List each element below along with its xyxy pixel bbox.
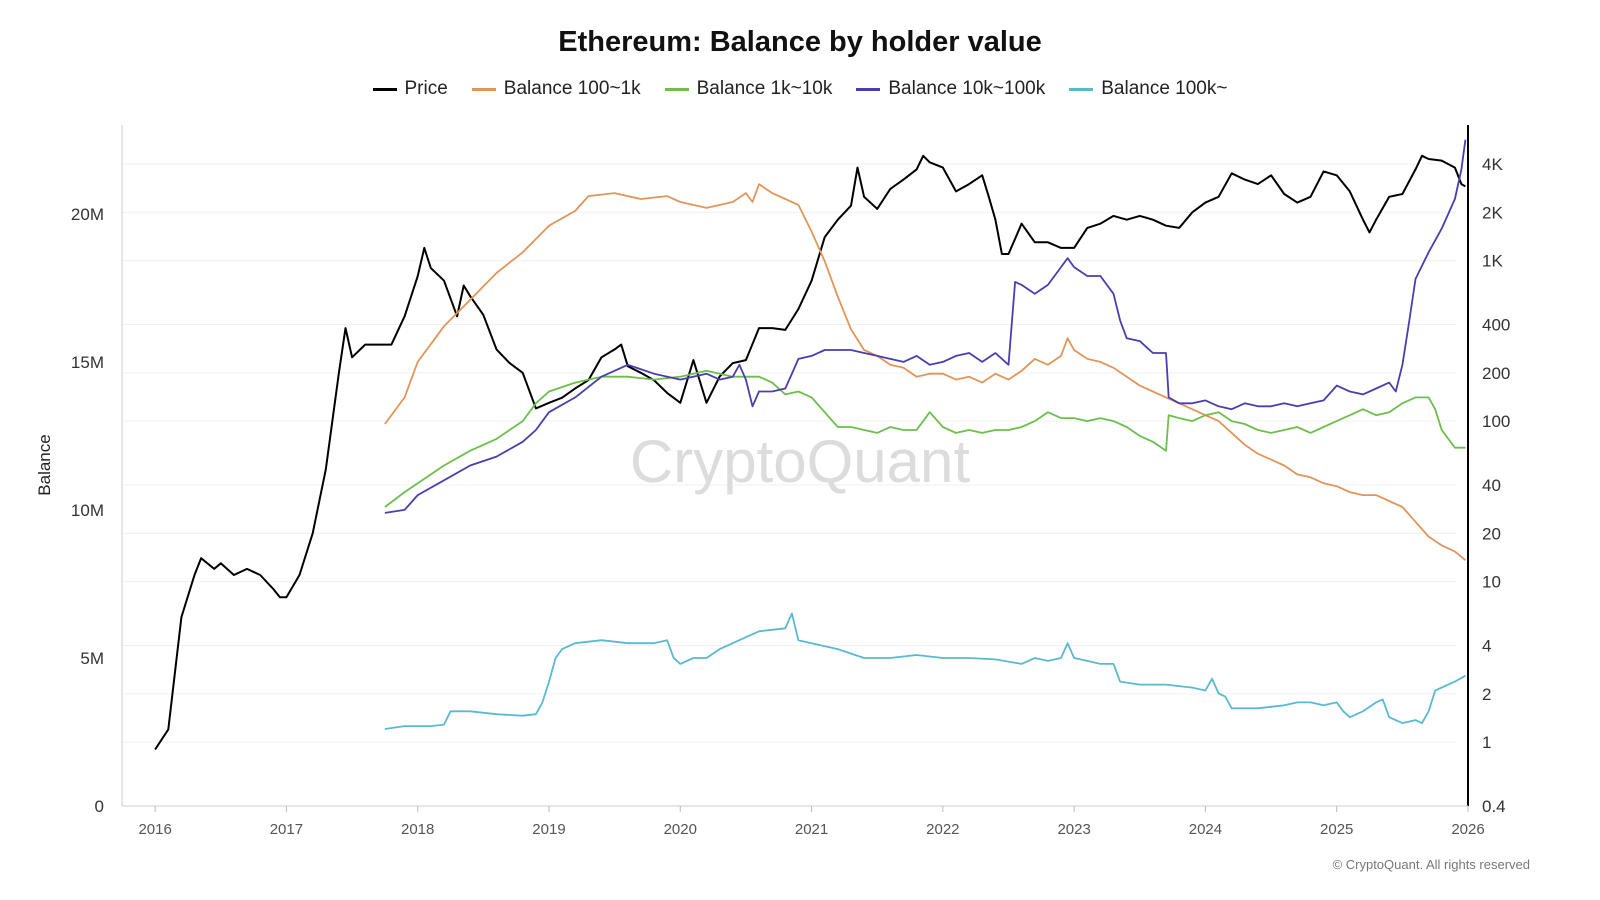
y-left-tick-label: 20M xyxy=(71,205,104,224)
series-line-balance-10k-100k xyxy=(384,139,1467,514)
y-left-tick-label: 5M xyxy=(80,649,104,668)
axis-ticks: 0.4 1 2 4 10 20 40 100 200 400 1K 2K 4K 0 5M 10M 15M 20M 2… xyxy=(71,155,1510,838)
legend-item-balance-10k-100k[interactable]: Balance 10k~100k xyxy=(856,78,1045,100)
series-line-balance-100-1k xyxy=(384,183,1466,561)
y-right-tick-label: 4K xyxy=(1482,155,1503,174)
y-right-tick-label: 0.4 xyxy=(1482,797,1506,816)
series-line-price xyxy=(154,154,1466,751)
legend-item-balance-1k-10k[interactable]: Balance 1k~10k xyxy=(664,78,833,100)
y-right-tick-label: 100 xyxy=(1482,412,1510,431)
legend-swatch-balance-100-1k xyxy=(471,87,496,91)
chart-title: Ethereum: Balance by holder value xyxy=(558,26,1042,58)
x-tick-label: 2024 xyxy=(1189,821,1222,838)
series-lines xyxy=(154,139,1467,751)
legend-swatch-balance-1k-10k xyxy=(664,87,689,91)
x-tick-label: 2018 xyxy=(401,821,434,838)
legend-swatch-balance-100k xyxy=(1069,87,1094,91)
y-left-tick-label: 15M xyxy=(71,353,104,372)
y-right-tick-label: 200 xyxy=(1482,364,1510,383)
legend-label-balance-10k-100k: Balance 10k~100k xyxy=(888,78,1046,99)
y-axis-label: Balance xyxy=(35,434,54,495)
copyright-notice: © CryptoQuant. All rights reserved xyxy=(1332,857,1530,872)
x-tick-label: 2021 xyxy=(795,821,828,838)
y-right-tick-label: 1 xyxy=(1482,733,1491,752)
legend-item-price[interactable]: Price xyxy=(372,78,448,100)
y-right-tick-label: 10 xyxy=(1482,573,1501,592)
y-right-tick-label: 2K xyxy=(1482,203,1503,222)
x-tick-label: 2022 xyxy=(926,821,959,838)
legend-label-balance-1k-10k: Balance 1k~10k xyxy=(696,78,833,99)
x-tick-label: 2016 xyxy=(138,821,171,838)
series-line-balance-100k xyxy=(384,612,1466,730)
y-left-tick-label: 10M xyxy=(71,501,104,520)
legend-label-balance-100-1k: Balance 100~1k xyxy=(503,78,641,99)
y-right-tick-label: 4 xyxy=(1482,637,1491,656)
y-right-tick-label: 1K xyxy=(1482,252,1503,271)
legend-label-balance-100k: Balance 100k~ xyxy=(1101,78,1228,99)
x-tick-label: 2019 xyxy=(532,821,565,838)
y-left-tick-label: 0 xyxy=(95,797,104,816)
legend-swatch-price xyxy=(372,87,397,91)
x-tick-label: 2017 xyxy=(270,821,303,838)
y-right-tick-label: 400 xyxy=(1482,316,1510,335)
legend-item-balance-100k[interactable]: Balance 100k~ xyxy=(1069,78,1227,100)
legend-swatch-balance-10k-100k xyxy=(856,87,881,91)
series-line-balance-1k-10k xyxy=(384,369,1466,508)
x-tick-label: 2023 xyxy=(1057,821,1090,838)
legend-label-price: Price xyxy=(404,78,448,99)
x-tick-label: 2025 xyxy=(1320,821,1353,838)
y-right-tick-label: 2 xyxy=(1482,685,1491,704)
x-tick-label: 2020 xyxy=(664,821,697,838)
watermark: CryptoQuant xyxy=(630,428,970,495)
y-right-tick-label: 40 xyxy=(1482,476,1501,495)
y-right-tick-label: 20 xyxy=(1482,524,1501,543)
x-tick-label: 2026 xyxy=(1451,821,1484,838)
legend-item-balance-100-1k[interactable]: Balance 100~1k xyxy=(471,78,641,100)
legend: Price Balance 100~1k Balance 1k~10k Bala… xyxy=(0,78,1600,100)
